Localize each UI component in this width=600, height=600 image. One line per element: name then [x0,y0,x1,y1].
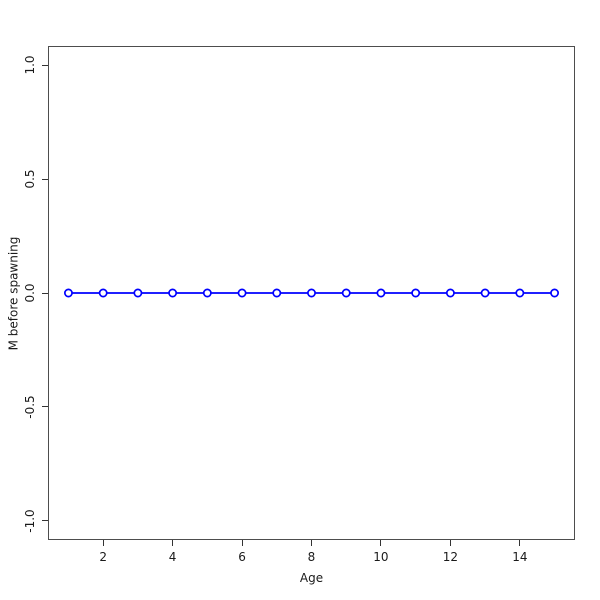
data-point [272,288,282,298]
y-tick-label: -0.5 [23,395,37,419]
x-tick-label: 14 [512,550,528,564]
data-point [515,288,525,298]
y-axis-title: M before spawning [6,236,21,351]
x-tick-label: 6 [238,550,246,564]
data-point [307,288,316,298]
data-point [480,288,490,298]
x-tick-label: 12 [442,550,459,564]
x-tick [519,540,521,546]
y-tick-label: 0.5 [23,169,37,189]
data-point [445,288,455,298]
x-tick [102,540,104,546]
x-tick-label: 8 [307,550,316,564]
y-tick-label: 1.0 [23,55,37,75]
y-tick [42,406,48,408]
data-layer [63,288,560,298]
y-tick [42,64,48,66]
y-tick-label: 0.0 [23,283,37,303]
data-point [237,288,247,298]
data-point [376,288,386,298]
x-tick [380,540,382,546]
data-point [133,288,143,298]
data-point [550,288,560,298]
data-point [98,288,108,298]
y-tick-label: -1.0 [23,509,37,533]
x-tick-label: 2 [99,550,107,564]
data-point [341,288,351,298]
plot-area: 2 4 6 8 10 12 14 -1.0 -0.5 0.0 0.5 1.0 [23,46,575,564]
x-tick [449,540,451,546]
x-tick-label: 4 [168,550,177,564]
y-tick [42,178,48,180]
x-tick [172,540,174,546]
data-point [168,288,178,298]
x-tick [241,540,243,546]
x-tick [311,540,312,546]
x-axis-title: Age [299,571,324,585]
data-point [411,288,421,298]
data-point [202,288,212,298]
y-tick [42,520,48,522]
data-point [63,288,73,298]
x-tick-label: 10 [373,550,389,564]
y-tick [42,292,48,294]
